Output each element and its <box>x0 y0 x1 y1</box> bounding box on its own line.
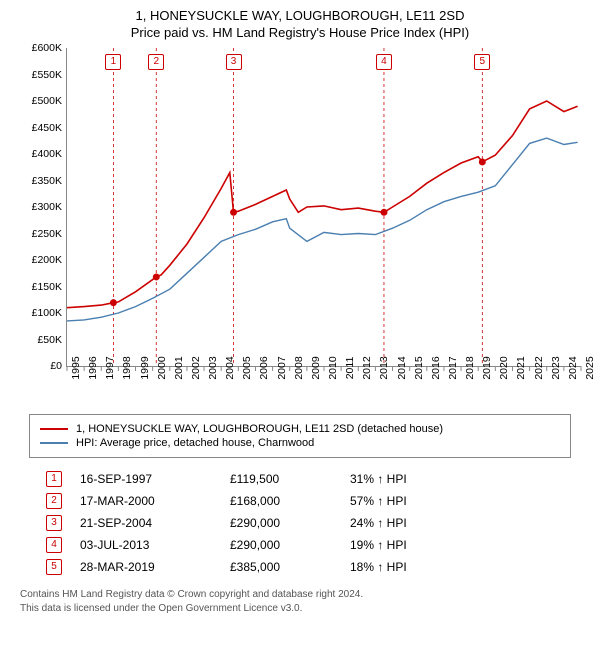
x-axis-label: 2005 <box>241 356 253 379</box>
x-axis-label: 2000 <box>156 356 168 379</box>
x-axis-label: 2018 <box>464 356 476 379</box>
x-axis-label: 2012 <box>361 356 373 379</box>
series-line <box>67 101 578 308</box>
x-axis-label: 2022 <box>533 356 545 379</box>
table-row: 2 17-MAR-2000£168,00057% ↑ HPI <box>40 490 560 512</box>
y-axis-label: £200K <box>32 254 62 266</box>
x-axis-label: 2010 <box>327 356 339 379</box>
legend-item: HPI: Average price, detached house, Char… <box>40 437 560 449</box>
legend-item: 1, HONEYSUCKLE WAY, LOUGHBOROUGH, LE11 2… <box>40 423 560 435</box>
sale-date: 16-SEP-1997 <box>80 472 230 486</box>
table-row: 1 16-SEP-1997£119,50031% ↑ HPI <box>40 468 560 490</box>
sale-number-badge: 4 <box>46 537 62 553</box>
y-axis-label: £400K <box>32 148 62 160</box>
y-axis-label: £300K <box>32 201 62 213</box>
x-axis-label: 2017 <box>447 356 459 379</box>
y-axis-label: £550K <box>32 69 62 81</box>
chart-svg <box>67 48 581 366</box>
sale-marker: 2 <box>148 54 164 70</box>
y-axis-label: £100K <box>32 307 62 319</box>
table-row: 3 21-SEP-2004£290,00024% ↑ HPI <box>40 512 560 534</box>
sale-date: 21-SEP-2004 <box>80 516 230 530</box>
sale-delta: 31% ↑ HPI <box>350 472 470 486</box>
sale-delta: 24% ↑ HPI <box>350 516 470 530</box>
sale-price: £385,000 <box>230 560 350 574</box>
x-axis-label: 2025 <box>584 356 596 379</box>
y-axis-label: £0 <box>50 360 62 372</box>
legend-label: HPI: Average price, detached house, Char… <box>76 437 314 449</box>
sale-number-badge: 2 <box>46 493 62 509</box>
sale-date: 28-MAR-2019 <box>80 560 230 574</box>
x-axis-label: 2009 <box>310 356 322 379</box>
x-axis-label: 2006 <box>258 356 270 379</box>
x-axis-label: 2003 <box>207 356 219 379</box>
sale-price: £290,000 <box>230 516 350 530</box>
x-axis-label: 2013 <box>378 356 390 379</box>
y-axis-label: £600K <box>32 42 62 54</box>
sale-table: 1 16-SEP-1997£119,50031% ↑ HPI 2 17-MAR-200… <box>40 468 560 578</box>
footer: Contains HM Land Registry data © Crown c… <box>20 588 580 615</box>
x-axis-label: 1999 <box>139 356 151 379</box>
sale-number-badge: 3 <box>46 515 62 531</box>
y-axis-label: £150K <box>32 281 62 293</box>
chart-title: 1, HONEYSUCKLE WAY, LOUGHBOROUGH, LE11 2… <box>8 8 592 23</box>
chart-subtitle: Price paid vs. HM Land Registry's House … <box>8 25 592 40</box>
legend-swatch <box>40 428 68 430</box>
x-axis-label: 2007 <box>276 356 288 379</box>
sale-delta: 57% ↑ HPI <box>350 494 470 508</box>
series-line <box>67 138 578 321</box>
sale-marker: 4 <box>376 54 392 70</box>
y-axis-label: £250K <box>32 228 62 240</box>
x-axis-label: 2015 <box>413 356 425 379</box>
x-axis-label: 2021 <box>515 356 527 379</box>
sale-price: £290,000 <box>230 538 350 552</box>
x-axis-label: 2020 <box>498 356 510 379</box>
chart-area: 1 2 3 4 5 £0 £50K £100K £150K £200K £250K £300K £35… <box>20 48 580 408</box>
y-axis-label: £350K <box>32 175 62 187</box>
footer-line-1: Contains HM Land Registry data © Crown c… <box>20 588 580 602</box>
sale-number-badge: 5 <box>46 559 62 575</box>
footer-line-2: This data is licensed under the Open Gov… <box>20 602 580 616</box>
sale-price: £119,500 <box>230 472 350 486</box>
table-row: 5 28-MAR-2019£385,00018% ↑ HPI <box>40 556 560 578</box>
x-axis-label: 2024 <box>567 356 579 379</box>
sale-date: 17-MAR-2000 <box>80 494 230 508</box>
x-axis-label: 2001 <box>173 356 185 379</box>
x-axis-label: 2023 <box>550 356 562 379</box>
legend: 1, HONEYSUCKLE WAY, LOUGHBOROUGH, LE11 2… <box>29 414 571 458</box>
x-axis-label: 1996 <box>87 356 99 379</box>
x-axis-label: 2004 <box>224 356 236 379</box>
legend-swatch <box>40 442 68 444</box>
table-row: 4 03-JUL-2013£290,00019% ↑ HPI <box>40 534 560 556</box>
x-axis-label: 2002 <box>190 356 202 379</box>
legend-label: 1, HONEYSUCKLE WAY, LOUGHBOROUGH, LE11 2… <box>76 423 443 435</box>
x-axis-label: 2016 <box>430 356 442 379</box>
x-axis-label: 1997 <box>104 356 116 379</box>
sale-price: £168,000 <box>230 494 350 508</box>
sale-marker: 3 <box>226 54 242 70</box>
plot-area: 1 2 3 4 5 <box>66 48 581 367</box>
y-axis-label: £50K <box>37 334 62 346</box>
x-axis-label: 1998 <box>121 356 133 379</box>
sale-number-badge: 1 <box>46 471 62 487</box>
y-axis-label: £500K <box>32 95 62 107</box>
sale-delta: 19% ↑ HPI <box>350 538 470 552</box>
x-axis-label: 2019 <box>481 356 493 379</box>
y-axis-label: £450K <box>32 122 62 134</box>
sale-marker: 5 <box>474 54 490 70</box>
sale-date: 03-JUL-2013 <box>80 538 230 552</box>
x-axis-label: 2008 <box>293 356 305 379</box>
x-axis-label: 1995 <box>70 356 82 379</box>
x-axis-label: 2014 <box>396 356 408 379</box>
sale-marker: 1 <box>105 54 121 70</box>
sale-delta: 18% ↑ HPI <box>350 560 470 574</box>
x-axis-label: 2011 <box>344 357 356 380</box>
